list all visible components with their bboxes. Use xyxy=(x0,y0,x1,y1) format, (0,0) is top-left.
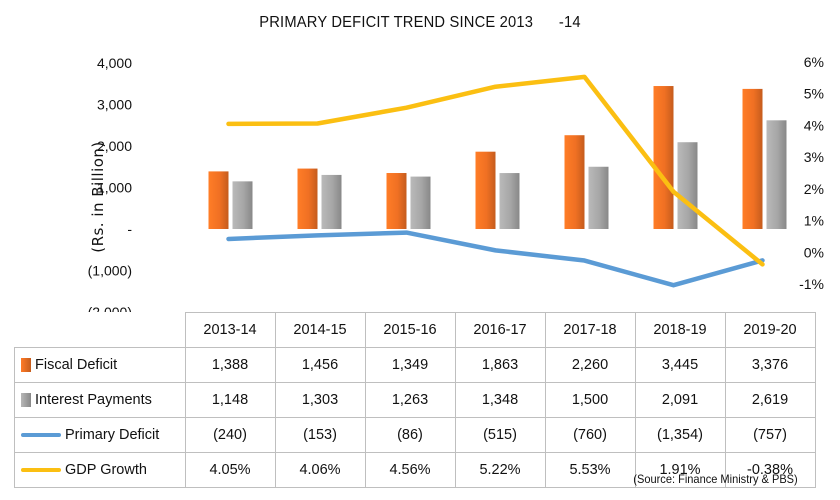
table-cell: 2,260 xyxy=(544,347,636,383)
bar-fiscal-deficit-2014-15 xyxy=(297,168,318,229)
data-table-header: 2013-14 2014-15 2015-16 2016-17 2017-18 2018-… xyxy=(14,312,816,348)
y-tick-label: 3,000 xyxy=(97,97,132,113)
bar-fiscal-deficit-2017-18 xyxy=(564,135,585,229)
table-cell: 4.06% xyxy=(274,452,366,488)
table-cell: 3,445 xyxy=(634,347,726,383)
category-label: 2013-14 xyxy=(184,312,276,348)
data-table-body: Fiscal Deficit 1,388 1,456 1,349 1,863 2,260 3… xyxy=(14,347,816,488)
table-cell: 1,863 xyxy=(454,347,546,383)
y-tick-label: - xyxy=(127,221,132,237)
table-cell: 4.05% xyxy=(184,452,276,488)
category-label: 2018-19 xyxy=(634,312,726,348)
table-cell: 1,348 xyxy=(454,382,546,418)
bar-interest-payments-2019-20 xyxy=(766,120,787,229)
bar-fiscal-deficit-2016-17 xyxy=(475,151,496,229)
y2-tick-label: 4% xyxy=(804,117,824,133)
y-tick-label: (1,000) xyxy=(88,263,132,279)
table-cell: (153) xyxy=(274,417,366,453)
y2-tick-label: 5% xyxy=(804,86,824,102)
bar-interest-payments-2014-15 xyxy=(321,174,342,229)
table-cell: 1,148 xyxy=(184,382,276,418)
table-cell: 1,303 xyxy=(274,382,366,418)
y-tick-label: 1,000 xyxy=(97,180,132,196)
table-cell: -0.38% xyxy=(724,452,816,488)
y-axis-right: 6% 5% 4% 3% 2% 1% 0% -1% xyxy=(799,54,824,292)
table-row: GDP Growth 4.05% 4.06% 4.56% 5.22% 5.53% 1.91%… xyxy=(14,452,816,488)
category-label: 2017-18 xyxy=(544,312,636,348)
y2-tick-label: 1% xyxy=(804,213,824,229)
table-cell: 2,091 xyxy=(634,382,726,418)
data-table: 2013-14 2014-15 2015-16 2016-17 2017-18 2018-… xyxy=(14,312,816,488)
bar-fiscal-deficit-2019-20 xyxy=(742,88,763,230)
lines-group xyxy=(226,74,765,288)
y2-tick-label: 6% xyxy=(804,54,824,70)
legend-key-icon xyxy=(21,393,31,408)
bar-fiscal-deficit-2015-16 xyxy=(386,173,407,229)
series-name: GDP Growth xyxy=(65,462,147,478)
y-axis-left: 4,000 3,000 2,000 1,000 - (1,000) (2,000) xyxy=(88,55,133,312)
category-label: 2015-16 xyxy=(364,312,456,348)
y2-tick-label: -1% xyxy=(799,276,824,292)
series-label: Primary Deficit xyxy=(14,417,186,453)
bar-interest-payments-2017-18 xyxy=(588,166,609,229)
bar-interest-payments-2016-17 xyxy=(499,173,520,229)
y-tick-label: 2,000 xyxy=(97,138,132,154)
data-table-corner xyxy=(14,312,186,348)
table-cell: 1,349 xyxy=(364,347,456,383)
bar-interest-payments-2018-19 xyxy=(677,142,698,229)
line-primary-deficit xyxy=(226,230,765,288)
table-cell: 1,263 xyxy=(364,382,456,418)
y2-tick-label: 2% xyxy=(804,181,824,197)
category-label: 2019-20 xyxy=(724,312,816,348)
table-cell: 1,500 xyxy=(544,382,636,418)
y2-tick-label: 3% xyxy=(804,149,824,165)
table-cell: (760) xyxy=(544,417,636,453)
bar-interest-payments-2013-14 xyxy=(232,181,253,229)
chart-plot: 4,000 3,000 2,000 1,000 - (1,000) (2,000) 6% 5%… xyxy=(88,54,824,312)
chart-title-suffix: -14 xyxy=(558,14,581,31)
table-row: Primary Deficit (240) (153) (86) (515) (760)(… xyxy=(14,417,816,453)
table-cell: 5.53% xyxy=(544,452,636,488)
series-label: Interest Payments xyxy=(14,382,186,418)
bar-fiscal-deficit-2013-14 xyxy=(208,171,229,229)
table-cell: 1,388 xyxy=(184,347,276,383)
bars-group xyxy=(208,86,787,230)
series-label: GDP Growth xyxy=(14,452,186,488)
table-cell: 5.22% xyxy=(454,452,546,488)
category-label: 2016-17 xyxy=(454,312,546,348)
category-label: 2014-15 xyxy=(274,312,366,348)
table-cell: 4.56% xyxy=(364,452,456,488)
table-cell: (757) xyxy=(724,417,816,453)
y-axis-label: (Rs. in Billion) xyxy=(89,141,107,253)
legend-key-icon xyxy=(21,468,61,473)
table-cell: (240) xyxy=(184,417,276,453)
series-label: Fiscal Deficit xyxy=(14,347,186,383)
chart-title: PRIMARY DEFICIT TREND SINCE 2013 -14 xyxy=(34,14,807,32)
y-tick-label: (2,000) xyxy=(88,304,132,312)
bar-fiscal-deficit-2018-19 xyxy=(653,86,674,229)
legend-key-icon xyxy=(21,358,31,373)
table-cell: (86) xyxy=(364,417,456,453)
chart-title-main: PRIMARY DEFICIT TREND SINCE 2013 xyxy=(259,14,534,31)
table-cell: (515) xyxy=(454,417,546,453)
series-name: Interest Payments xyxy=(35,392,152,408)
source-note: (Source: Finance Ministry & PBS) xyxy=(633,472,798,486)
bar-interest-payments-2015-16 xyxy=(410,176,431,229)
series-name: Primary Deficit xyxy=(65,427,160,443)
table-cell: 2,619 xyxy=(724,382,816,418)
table-cell: 1,456 xyxy=(274,347,366,383)
table-cell: (1,354) xyxy=(634,417,726,453)
table-row: Fiscal Deficit 1,388 1,456 1,349 1,863 2,260 3… xyxy=(14,347,816,383)
y-tick-label: 4,000 xyxy=(97,55,132,71)
table-row: Interest Payments 1,148 1,303 1,263 1,348 1,5… xyxy=(14,382,816,418)
y2-tick-label: 0% xyxy=(804,244,824,260)
series-name: Fiscal Deficit xyxy=(35,357,118,373)
table-cell: 3,376 xyxy=(724,347,816,383)
legend-key-icon xyxy=(21,433,61,438)
